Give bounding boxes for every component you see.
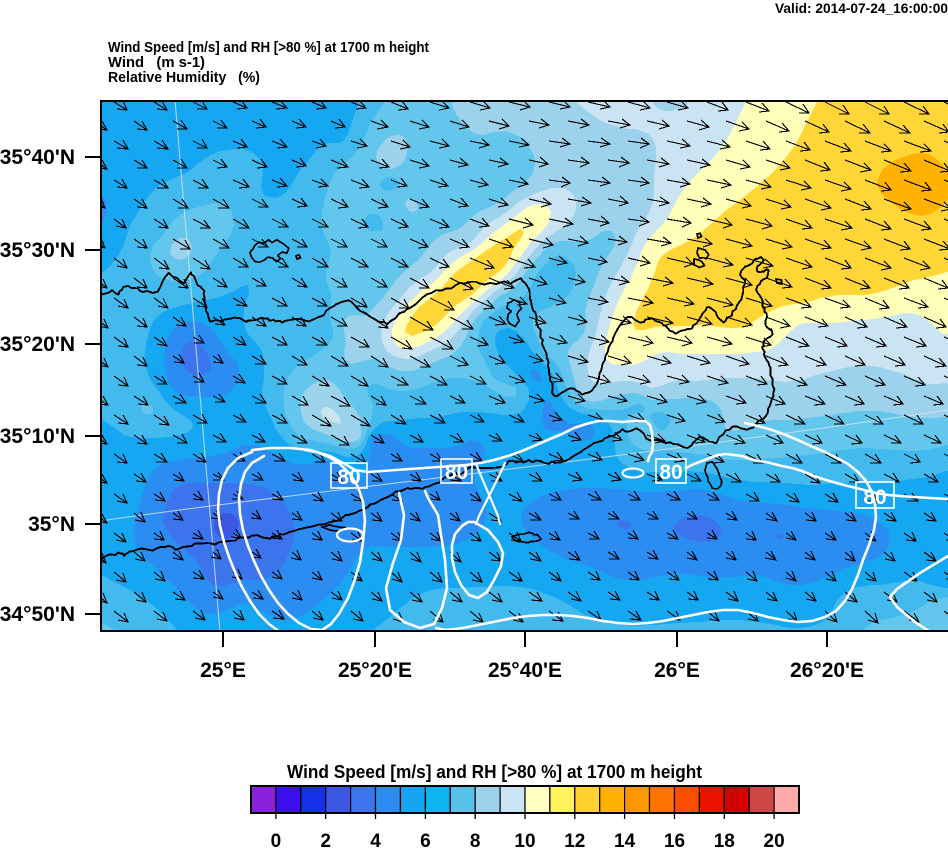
svg-text:14: 14 bbox=[614, 831, 636, 852]
svg-text:35°30'N: 35°30'N bbox=[0, 239, 75, 262]
svg-text:12: 12 bbox=[564, 831, 585, 852]
svg-text:Wind Speed [m/s] and RH [>80 %: Wind Speed [m/s] and RH [>80 %] at 1700 … bbox=[287, 762, 702, 782]
svg-text:80: 80 bbox=[337, 466, 360, 489]
svg-text:Wind (m s-1): Wind (m s-1) bbox=[108, 54, 205, 71]
svg-text:0: 0 bbox=[271, 831, 282, 852]
svg-text:35°20'N: 35°20'N bbox=[0, 333, 75, 356]
svg-text:80: 80 bbox=[445, 461, 468, 484]
svg-text:35°N: 35°N bbox=[28, 513, 75, 536]
svg-text:Relative Humidity (%): Relative Humidity (%) bbox=[108, 69, 260, 86]
svg-text:25°40'E: 25°40'E bbox=[488, 659, 562, 682]
svg-text:8: 8 bbox=[470, 831, 481, 852]
svg-text:35°40'N: 35°40'N bbox=[0, 146, 75, 169]
svg-text:6: 6 bbox=[420, 831, 431, 852]
svg-text:16: 16 bbox=[664, 831, 685, 852]
svg-text:80: 80 bbox=[863, 486, 886, 509]
svg-text:Wind Speed [m/s] and RH [>80 %: Wind Speed [m/s] and RH [>80 %] at 1700 … bbox=[108, 39, 429, 56]
svg-text:4: 4 bbox=[370, 831, 381, 852]
svg-text:18: 18 bbox=[714, 831, 735, 852]
svg-text:2: 2 bbox=[320, 831, 331, 852]
svg-text:Valid: 2014-07-24_16:00:00: Valid: 2014-07-24_16:00:00 bbox=[775, 0, 948, 16]
svg-text:20: 20 bbox=[764, 831, 785, 852]
svg-text:10: 10 bbox=[514, 831, 535, 852]
svg-text:25°20'E: 25°20'E bbox=[338, 659, 412, 682]
svg-text:25°E: 25°E bbox=[200, 659, 246, 682]
svg-text:26°E: 26°E bbox=[654, 659, 700, 682]
svg-text:26°20'E: 26°20'E bbox=[790, 659, 864, 682]
svg-text:34°50'N: 34°50'N bbox=[0, 603, 75, 626]
svg-text:35°10'N: 35°10'N bbox=[0, 425, 75, 448]
svg-text:80: 80 bbox=[659, 461, 682, 484]
